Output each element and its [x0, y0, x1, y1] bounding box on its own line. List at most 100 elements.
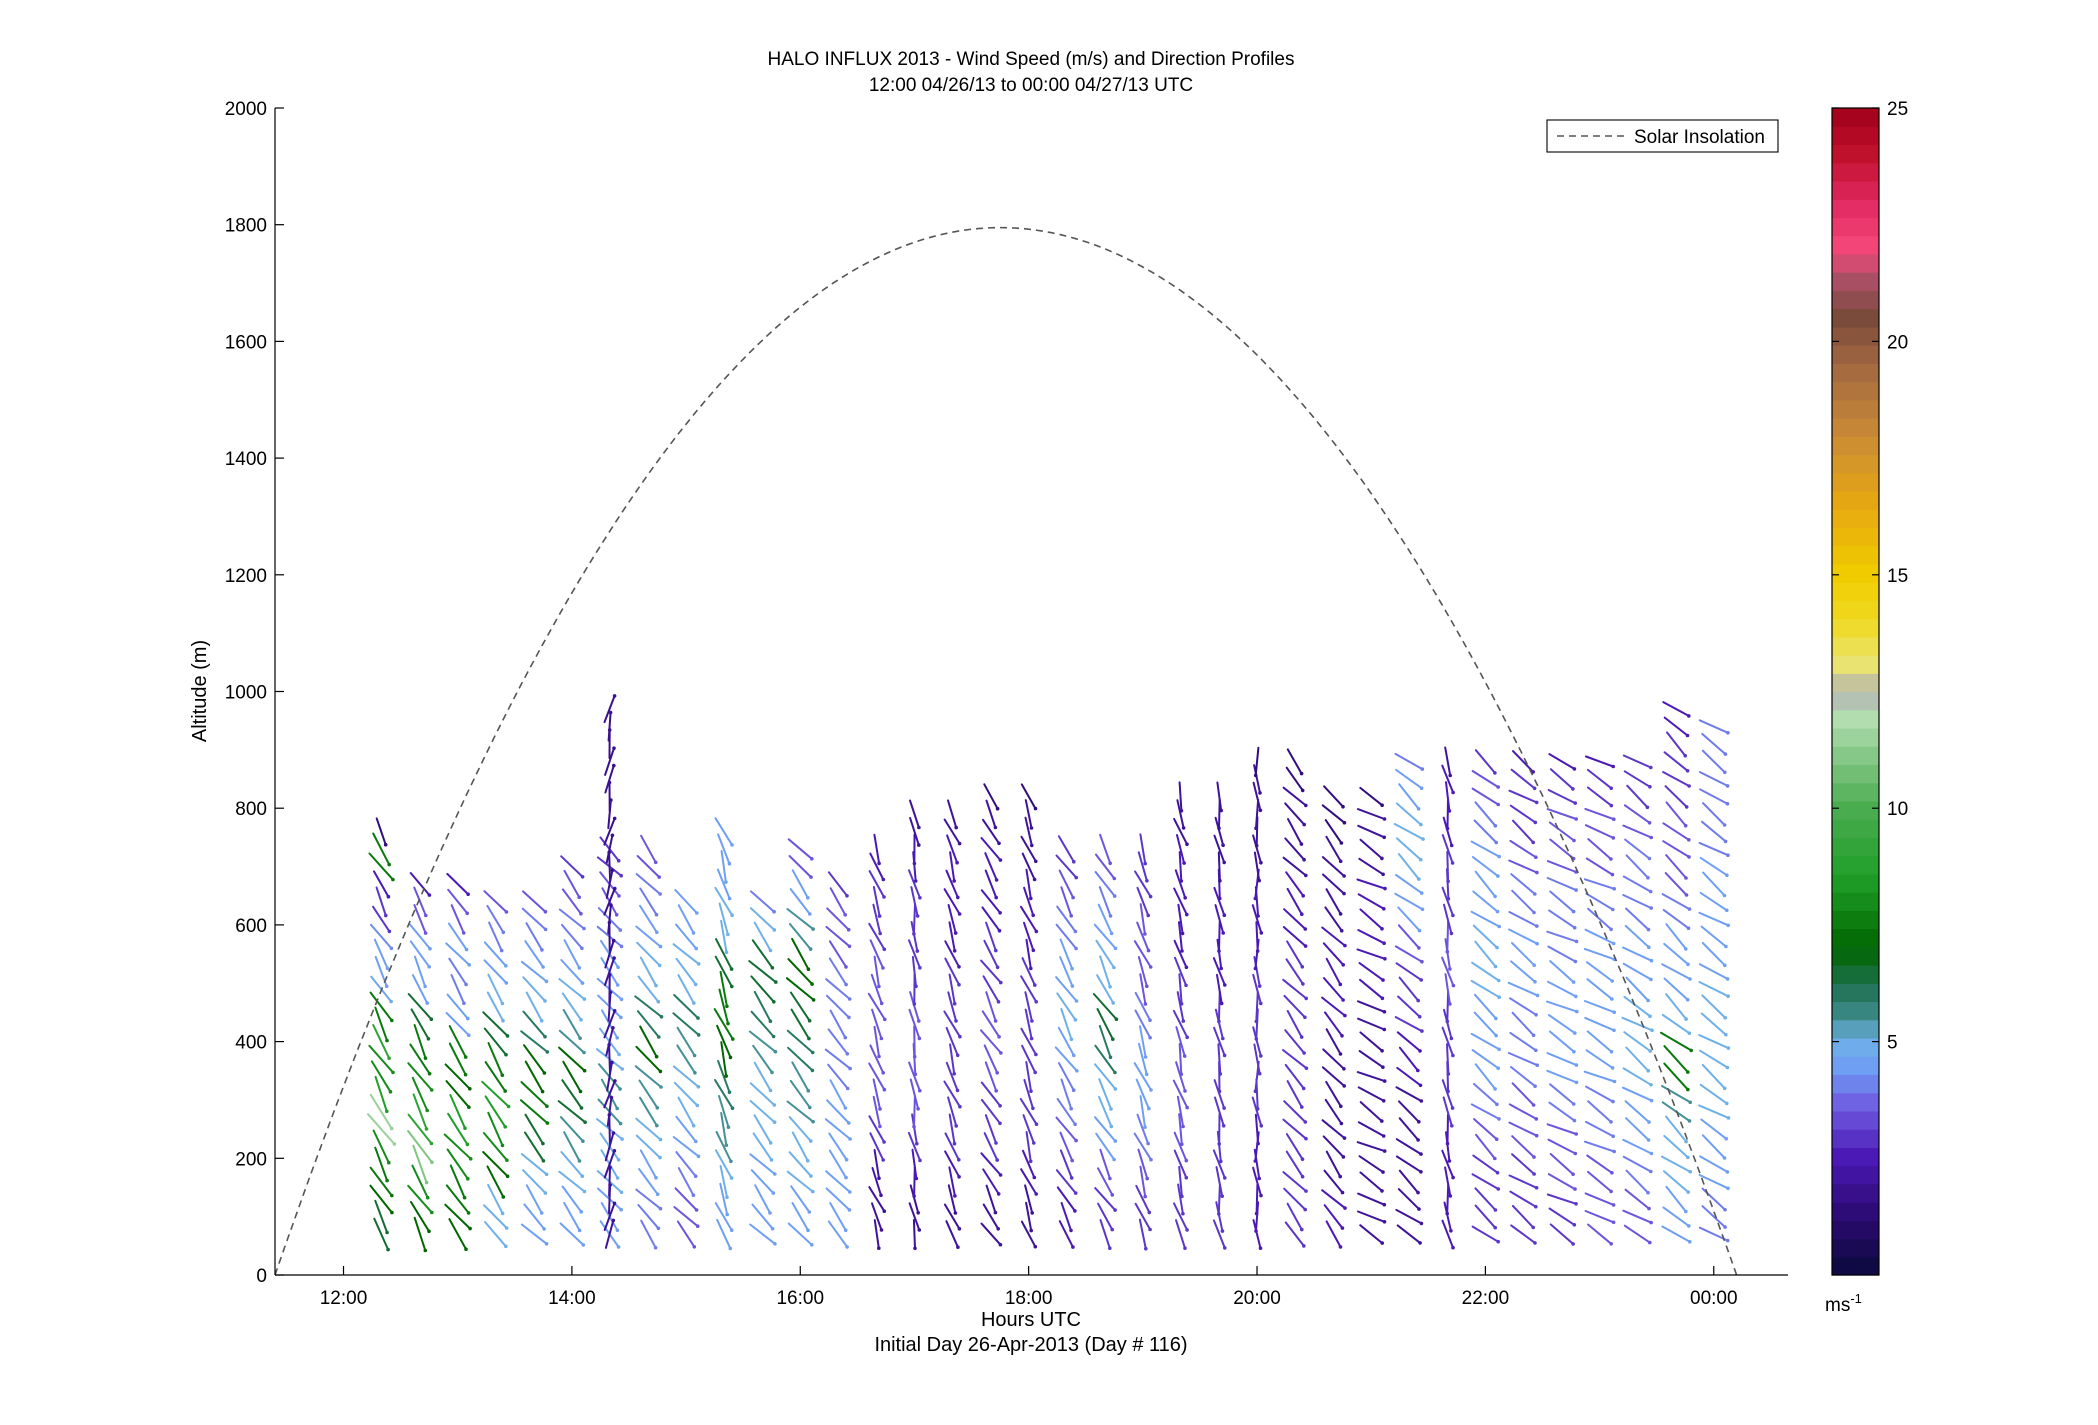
wind-vector-head: [807, 1210, 812, 1214]
wind-vector: [1398, 783, 1420, 810]
wind-vector: [1470, 1032, 1501, 1051]
wind-vector-head: [1222, 1053, 1227, 1058]
legend-label: Solar Insolation: [1634, 127, 1765, 148]
wind-vector-head: [1143, 861, 1147, 866]
wind-vector: [1284, 1029, 1306, 1054]
wind-vector-head: [1221, 1124, 1226, 1128]
wind-vector: [753, 1114, 772, 1144]
wind-vector-head: [425, 1108, 430, 1113]
colorbar-band: [1832, 381, 1879, 401]
wind-vector: [560, 855, 584, 878]
wind-vector: [1177, 903, 1184, 935]
wind-vector: [1357, 893, 1385, 910]
wind-vector-head: [727, 861, 732, 866]
wind-vector: [1020, 835, 1037, 863]
colorbar-tick-label: 10: [1887, 799, 1908, 820]
wind-vector-head: [1382, 1079, 1387, 1083]
wind-vector: [983, 939, 999, 969]
wind-vector: [484, 1061, 507, 1093]
wind-vector: [1587, 838, 1612, 860]
wind-vector-head: [998, 858, 1003, 862]
wind-vector-head: [993, 1019, 998, 1023]
wind-vector: [1255, 921, 1259, 953]
wind-vector-head: [653, 1245, 658, 1250]
wind-vector-head: [1181, 1211, 1185, 1216]
wind-vector-head: [1419, 1152, 1423, 1156]
wind-vector: [524, 940, 545, 968]
wind-vector-head: [1256, 1141, 1260, 1146]
wind-vector-head: [1417, 928, 1422, 933]
wind-vector: [829, 887, 847, 916]
wind-vector: [1283, 908, 1307, 930]
wind-vector-head: [1417, 1120, 1421, 1124]
wind-vector-head: [1182, 1054, 1187, 1058]
wind-vector: [1176, 1095, 1185, 1128]
wind-vector-head: [1535, 941, 1539, 946]
wind-vector-head: [1075, 1069, 1079, 1073]
wind-vector-head: [730, 1106, 735, 1110]
wind-vector: [1662, 771, 1691, 787]
wind-vector-head: [1303, 1015, 1307, 1020]
wind-vector: [1285, 766, 1304, 792]
wind-vector: [908, 1061, 921, 1092]
wind-vector-head: [1339, 841, 1344, 845]
wind-vector: [447, 888, 469, 915]
wind-vector: [789, 888, 811, 915]
wind-vector-head: [1340, 1034, 1344, 1038]
wind-vector-head: [615, 1106, 619, 1111]
wind-vector: [1253, 764, 1261, 794]
wind-vector-head: [1184, 965, 1189, 970]
wind-vector-head: [1218, 1072, 1223, 1076]
wind-vector-head: [1647, 945, 1651, 949]
wind-vector-head: [1419, 822, 1423, 827]
wind-vector: [753, 990, 772, 1023]
wind-vector: [980, 1081, 1002, 1107]
wind-vector: [1702, 802, 1726, 826]
wind-vector: [1587, 1223, 1613, 1245]
wind-vector: [1445, 781, 1451, 812]
colorbar-band: [1832, 837, 1879, 857]
wind-vector: [1176, 834, 1186, 865]
wind-vector-head: [612, 816, 617, 821]
wind-vector: [870, 973, 883, 1005]
wind-vector-head: [1495, 1102, 1499, 1107]
wind-profile: [1470, 749, 1501, 1244]
chart-subtitle: 12:00 04/26/13 to 00:00 04/27/13 UTC: [869, 75, 1193, 96]
wind-vector-head: [811, 927, 815, 931]
wind-vector-head: [1033, 806, 1038, 811]
wind-vector: [785, 977, 815, 1001]
wind-vector: [1473, 1011, 1498, 1037]
wind-vector-head: [877, 1176, 881, 1181]
wind-vector: [1622, 1138, 1653, 1155]
wind-vector: [1511, 889, 1535, 914]
wind-vector: [1394, 1016, 1423, 1033]
wind-vector: [1023, 886, 1035, 917]
wind-vector: [1213, 886, 1226, 917]
colorbar-band: [1832, 1037, 1879, 1057]
wind-vector-head: [389, 999, 393, 1004]
wind-vector-head: [390, 1210, 394, 1215]
wind-vector-head: [1535, 993, 1540, 998]
wind-vector-head: [1609, 1189, 1613, 1194]
wind-vector: [944, 940, 960, 968]
wind-vector-head: [1341, 1155, 1346, 1159]
colorbar-band: [1832, 108, 1879, 127]
wind-vector-head: [1612, 817, 1616, 821]
wind-vector-head: [998, 1173, 1003, 1177]
wind-vector: [483, 1204, 508, 1229]
x-tick-label: 14:00: [548, 1288, 596, 1309]
wind-vector: [1472, 924, 1498, 949]
wind-vector: [786, 908, 815, 931]
wind-vector-head: [1495, 909, 1500, 914]
x-tick-label: 16:00: [776, 1288, 824, 1309]
wind-vector-head: [1112, 894, 1117, 898]
wind-vector-head: [1300, 912, 1304, 916]
wind-vector-head: [772, 1120, 777, 1124]
wind-vector: [1548, 753, 1576, 770]
wind-vector-head: [810, 1068, 815, 1073]
wind-vector-head: [1419, 1170, 1423, 1174]
wind-vector-head: [1450, 861, 1455, 865]
wind-vector-head: [462, 1195, 467, 1200]
wind-vector: [1251, 904, 1263, 934]
